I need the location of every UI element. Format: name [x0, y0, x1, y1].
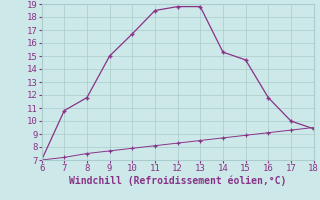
X-axis label: Windchill (Refroidissement éolien,°C): Windchill (Refroidissement éolien,°C) — [69, 176, 286, 186]
